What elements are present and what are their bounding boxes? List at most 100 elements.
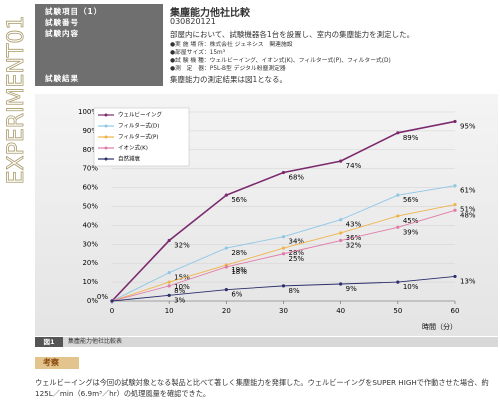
value-label: 0% (97, 293, 108, 301)
marker (453, 184, 457, 188)
chart: 時間（分） 0%10%20%30%40%50%60%70%80%90%100%0… (35, 94, 498, 336)
legend-marker (104, 124, 108, 128)
marker (110, 299, 114, 303)
y-tick-label: 10% (82, 278, 98, 286)
marker (339, 238, 343, 243)
value-label: 3% (174, 296, 185, 304)
value-label: 43% (346, 221, 362, 229)
marker (167, 284, 171, 288)
x-tick-label: 10 (165, 307, 174, 315)
y-tick-label: 70% (82, 165, 98, 173)
label: 試験内容 (35, 28, 163, 39)
y-tick-label: 90% (82, 127, 98, 135)
legend-marker (104, 113, 108, 117)
marker (453, 203, 457, 207)
side-title: EXPERIMENT01 (4, 16, 29, 185)
y-tick-label: 40% (82, 221, 98, 229)
legend-label: フィルター式(P) (118, 133, 159, 141)
value-label: 95% (460, 122, 476, 130)
x-axis-label: 時間（分） (422, 322, 457, 331)
label: 試験結果 (35, 73, 163, 84)
marker (453, 274, 457, 279)
label: 試験番号 (35, 17, 163, 28)
marker (224, 246, 228, 250)
marker (167, 293, 171, 297)
value-label: 56% (231, 196, 247, 204)
value-label: 39% (403, 228, 419, 236)
description: 部屋内において、試験機器各1台を設置し、室内の集塵能力を測定した。 (170, 30, 415, 39)
marker (224, 265, 228, 269)
legend-label: ウェルビーイング (118, 111, 163, 119)
bullet: ●試 験 機 種：ウェルビーイング、イオン式(K)、フィルター式(P)、フィルタ… (170, 58, 391, 64)
marker (167, 280, 171, 284)
y-tick-label: 50% (82, 203, 98, 211)
marker (396, 131, 400, 135)
bullet: ●実 施 場 所：株式会社 ジェネシス 関連施設 (170, 42, 293, 48)
bullet: ●測 定 器：P5L-B型 デジタル粉塵測定器 (170, 66, 286, 72)
legend-label: 自然減衰 (118, 155, 141, 163)
value-label: 19% (231, 266, 247, 274)
value-label: 32% (174, 242, 190, 250)
x-tick-label: 30 (279, 307, 288, 315)
marker (396, 225, 400, 229)
marker (281, 246, 286, 250)
x-tick-label: 50 (393, 307, 402, 315)
marker (396, 214, 400, 218)
marker (167, 271, 171, 275)
value-label: 13% (460, 277, 476, 285)
figure-label: 図1 (35, 337, 63, 347)
value-label: 61% (460, 187, 476, 195)
value-label: 34% (289, 238, 305, 246)
marker (224, 193, 228, 197)
value-label: 18% (231, 268, 247, 276)
value-label: 48% (460, 211, 476, 219)
y-tick-label: 30% (82, 240, 98, 248)
value-label: 15% (174, 274, 190, 282)
discussion-text: ウェルビーイングは今回の試験対象となる製品と比べて著しく集塵能力を発揮した。ウェ… (35, 378, 489, 398)
value-label: 9% (346, 285, 357, 293)
marker (339, 218, 343, 222)
side-band: EXPERIMENT01 (4, 15, 30, 185)
value-label: 10% (174, 283, 190, 291)
bullets: ●実 施 場 所：株式会社 ジェネシス 関連施設 ●部屋サイズ：15m³ ●試 … (170, 41, 391, 73)
legend-marker (104, 146, 108, 150)
value-label: 10% (403, 283, 419, 291)
label: 試験項目（1） (35, 6, 163, 17)
value-label: 8% (289, 287, 300, 295)
value-label: 74% (346, 162, 362, 170)
legend-marker (104, 135, 108, 139)
bullet: ●部屋サイズ：15m³ (170, 50, 226, 56)
result: 集塵能力の測定結果は図1となる。 (170, 75, 288, 84)
value-label: 56% (403, 196, 419, 204)
title: 集塵能力他社比較 (170, 8, 250, 19)
marker (396, 193, 400, 197)
caption-band (35, 337, 498, 347)
value-label: 6% (231, 291, 242, 299)
value-label: 28% (231, 249, 247, 257)
marker (339, 282, 343, 286)
figure-caption: 集塵能力他社比較表 (68, 338, 123, 345)
value-label: 8% (174, 287, 185, 295)
legend-label: イオン式(K) (118, 144, 148, 152)
value-label: 89% (403, 134, 419, 142)
marker (224, 288, 228, 292)
x-tick-label: 20 (222, 307, 231, 315)
x-tick-label: 40 (336, 307, 345, 315)
y-tick-label: 60% (82, 184, 98, 192)
marker (281, 284, 286, 288)
marker (339, 231, 343, 235)
value-label: 68% (289, 173, 305, 181)
legend-marker (104, 157, 108, 161)
marker (281, 235, 286, 239)
x-tick-label: 60 (451, 307, 460, 315)
marker (167, 238, 171, 243)
value-label: 28% (289, 249, 305, 257)
discussion-heading: 考察 (35, 357, 79, 369)
marker (281, 170, 286, 175)
y-tick-label: 20% (82, 259, 98, 267)
value-label: 45% (403, 217, 419, 225)
y-tick-label: 100% (78, 108, 98, 116)
marker (453, 208, 457, 212)
marker (281, 252, 286, 256)
legend-label: フィルター式(D) (118, 122, 159, 130)
